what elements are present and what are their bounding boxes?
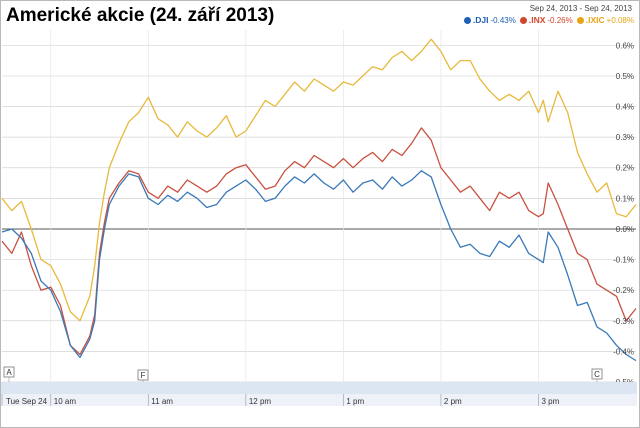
series-line-ixic — [1, 38, 637, 322]
y-tick-label: 0.5% — [616, 72, 634, 81]
series-line-inx — [1, 127, 637, 356]
legend-dot-inx — [519, 16, 527, 24]
x-axis-band — [1, 382, 637, 394]
event-marker-f: F — [137, 369, 149, 382]
y-tick-label: -0.2% — [613, 286, 634, 295]
y-tick-label: 0.4% — [616, 103, 634, 112]
grid — [2, 30, 636, 383]
y-tick-label: -0.1% — [613, 256, 634, 265]
chart-title: Americké akcie (24. září 2013) — [6, 5, 275, 26]
y-tick-label: 0.6% — [616, 41, 634, 50]
legend-dot-ixic — [576, 16, 584, 24]
legend-change-inx: -0.26% — [547, 15, 573, 25]
x-tick-label: 1 pm — [346, 397, 364, 406]
y-tick-label: 0.2% — [616, 164, 634, 173]
x-tick-label: 10 am — [54, 397, 77, 406]
x-tick-label: 2 pm — [444, 397, 462, 406]
event-marker-a: A — [3, 366, 15, 382]
series-layer — [1, 38, 637, 362]
y-tick-label: -0.4% — [613, 347, 634, 356]
x-tick-label: 11 am — [151, 397, 173, 406]
legend-item-ixic[interactable]: .IXIC +0.08% — [576, 15, 634, 25]
legend-name-ixic: .IXIC — [585, 15, 605, 25]
event-marker-c: C — [591, 368, 603, 382]
event-marker-label: A — [6, 368, 12, 377]
x-axis: Tue Sep 24 10 am 11 am 12 pm 1 pm 2 pm 3 pm — [1, 382, 637, 406]
x-axis-label-band — [1, 394, 637, 406]
legend-dot-dji — [463, 16, 471, 24]
y-tick-label: 0.0% — [616, 225, 634, 234]
series-line-dji — [1, 170, 637, 362]
legend-change-ixic: +0.08% — [606, 15, 634, 25]
legend-name-dji: .DJI — [472, 15, 489, 25]
x-tick-label: 12 pm — [249, 397, 272, 406]
y-tick-label: 0.3% — [616, 133, 634, 142]
legend: .DJI -0.43% .INX -0.26% .IXIC +0.08% — [463, 15, 634, 25]
y-tick-label: 0.1% — [616, 194, 634, 203]
date-range-label: Sep 24, 2013 - Sep 24, 2013 — [529, 4, 632, 13]
x-tick-label: 3 pm — [541, 397, 559, 406]
x-tick-label: Tue Sep 24 — [6, 397, 48, 406]
event-marker-label: C — [594, 370, 600, 379]
legend-name-inx: .INX — [528, 15, 546, 25]
legend-item-dji[interactable]: .DJI -0.43% — [463, 15, 516, 25]
legend-change-dji: -0.43% — [490, 15, 516, 25]
event-marker-label: F — [141, 371, 146, 380]
y-tick-label: -0.3% — [613, 317, 634, 326]
legend-item-inx[interactable]: .INX -0.26% — [519, 15, 573, 25]
